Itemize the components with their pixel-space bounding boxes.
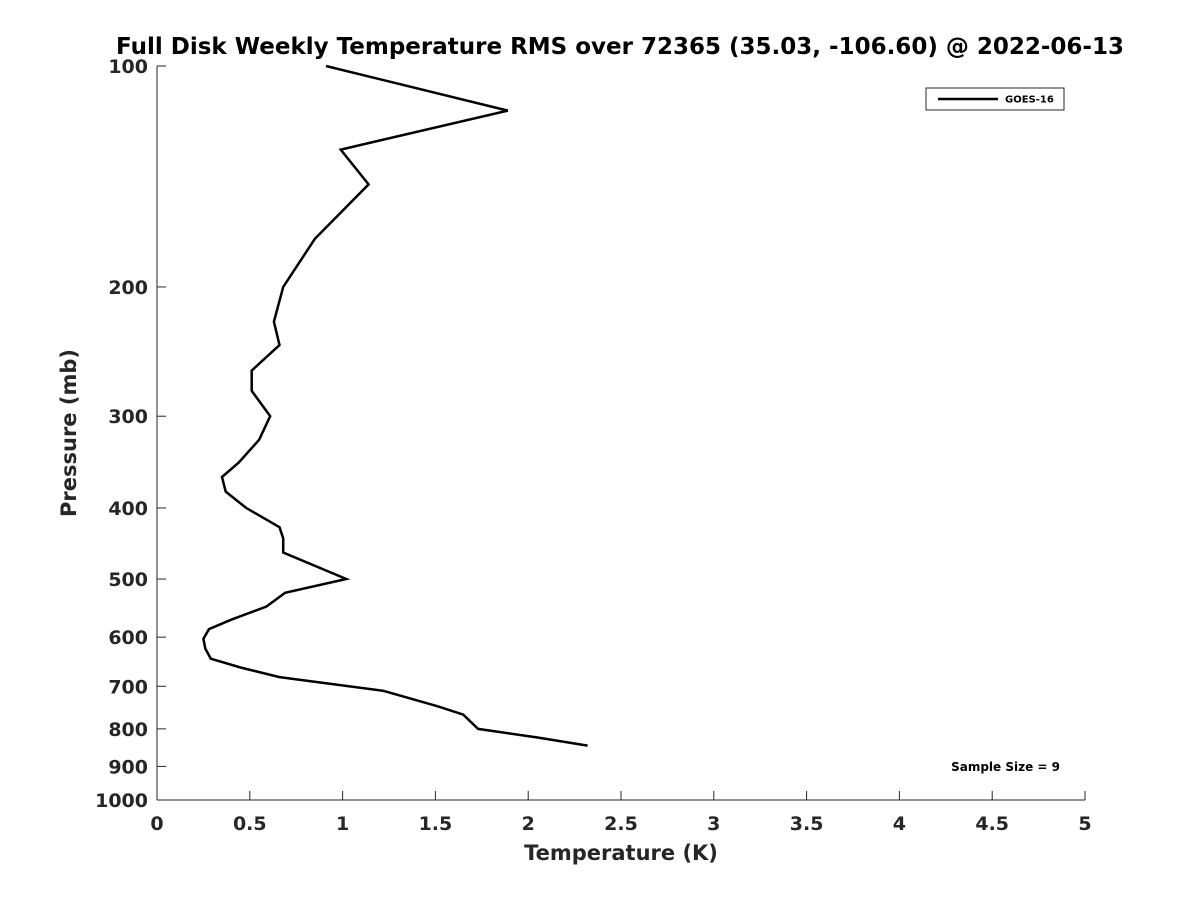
chart-title: Full Disk Weekly Temperature RMS over 72… xyxy=(116,34,1124,60)
x-tick-label: 3.5 xyxy=(790,813,824,835)
x-tick-label: 3 xyxy=(707,813,720,835)
y-tick-label: 300 xyxy=(108,406,148,428)
x-tick-label: 2 xyxy=(522,813,535,835)
series-line-goes-16 xyxy=(202,64,588,747)
y-tick-label: 200 xyxy=(108,277,148,299)
x-axis-label: Temperature (K) xyxy=(524,841,718,865)
y-tick-label: 1000 xyxy=(95,790,148,812)
x-tick-label: 2.5 xyxy=(604,813,638,835)
x-tick-label: 0 xyxy=(150,813,163,835)
legend-entry-goes-16: GOES-16 xyxy=(1005,95,1054,106)
y-tick-label: 600 xyxy=(108,627,148,649)
x-ticks: 0 0.5 1 1.5 2 2.5 3 3.5 4 4.5 5 xyxy=(150,791,1092,835)
y-axis-label: Pressure (mb) xyxy=(57,349,81,517)
y-tick-label: 700 xyxy=(108,676,148,698)
y-tick-label: 500 xyxy=(108,569,148,591)
y-ticks: 100 200 300 400 500 600 700 800 900 1000 xyxy=(95,56,166,812)
plot-area: 0 0.5 1 1.5 2 2.5 3 3.5 4 4.5 5 100 200 300 400 500 600… xyxy=(95,56,1092,835)
y-tick-label: 100 xyxy=(108,56,148,78)
x-tick-label: 1 xyxy=(336,813,349,835)
x-tick-label: 5 xyxy=(1078,813,1091,835)
x-tick-label: 1.5 xyxy=(419,813,453,835)
y-tick-label: 400 xyxy=(108,498,148,520)
y-tick-label: 800 xyxy=(108,719,148,741)
y-tick-label: 900 xyxy=(108,756,148,778)
series-group xyxy=(202,64,588,747)
x-tick-label: 0.5 xyxy=(233,813,267,835)
x-tick-label: 4.5 xyxy=(975,813,1009,835)
sample-size-annotation: Sample Size = 9 xyxy=(951,760,1060,774)
legend: GOES-16 xyxy=(925,87,1065,111)
x-tick-label: 4 xyxy=(893,813,906,835)
